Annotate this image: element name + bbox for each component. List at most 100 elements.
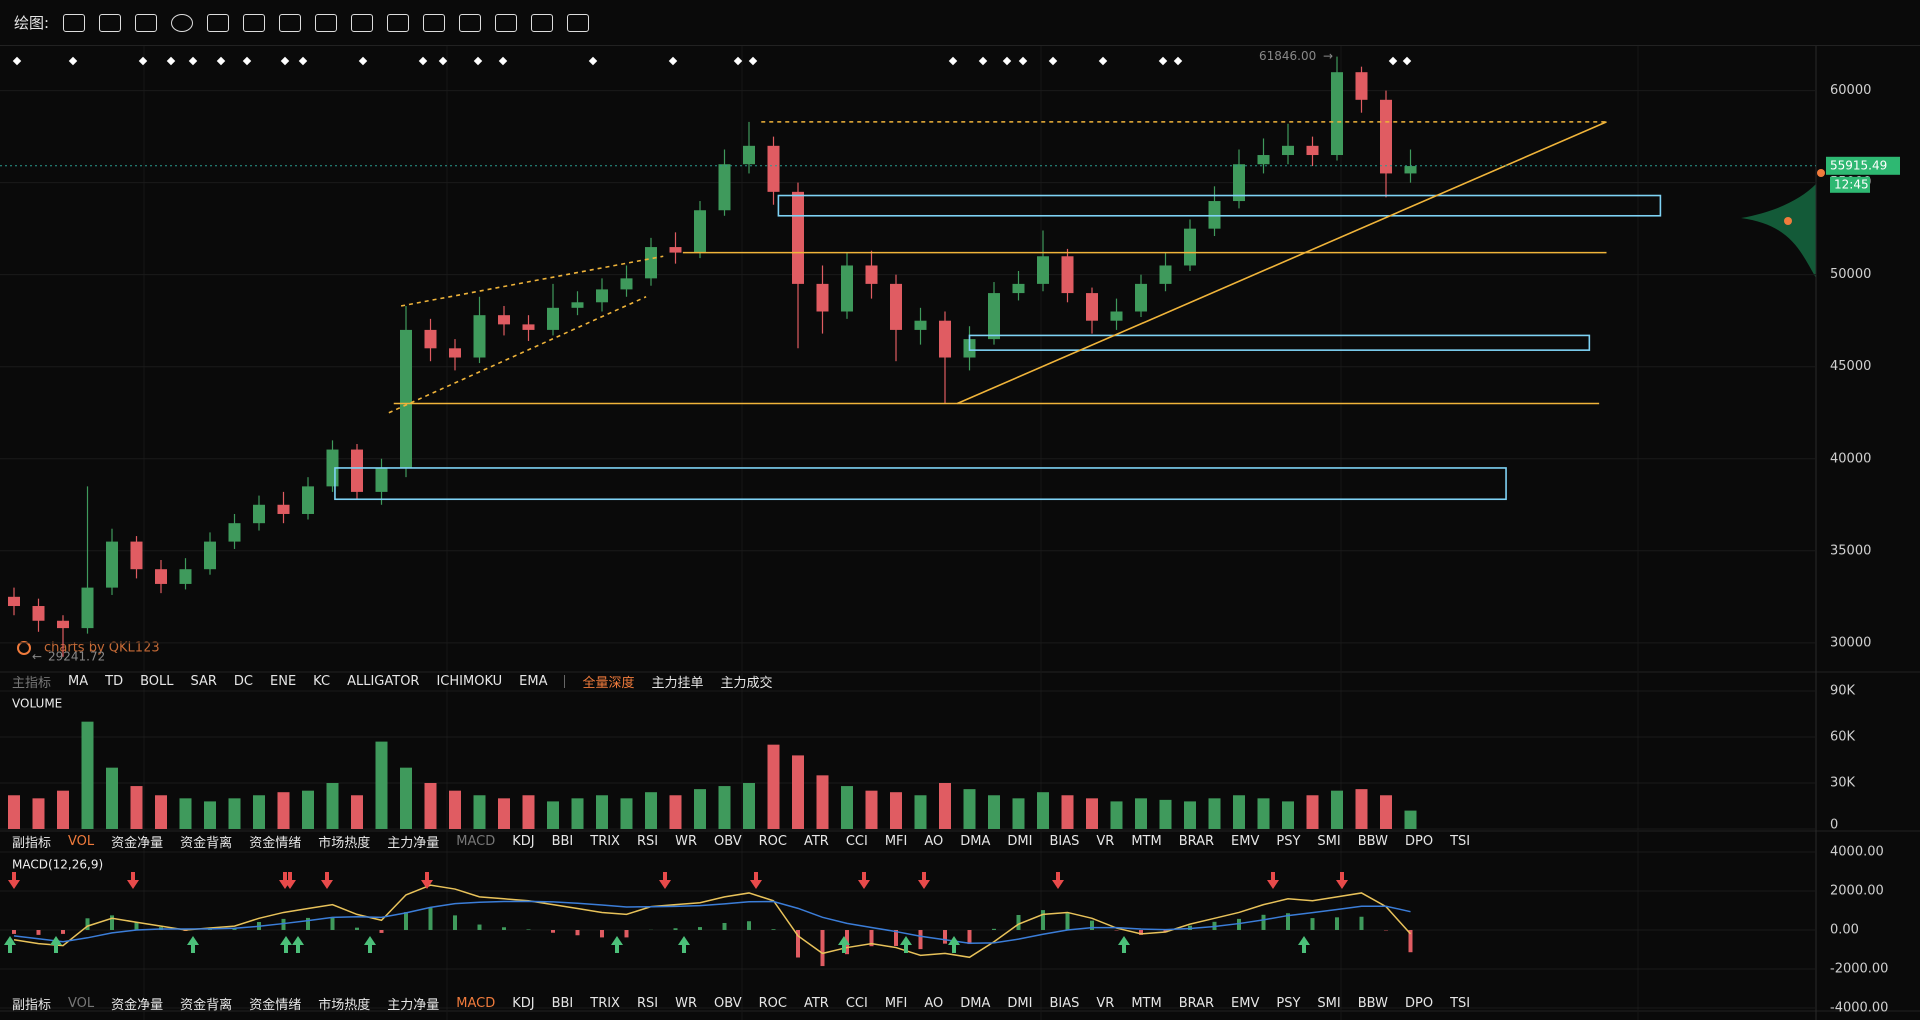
tool-delete[interactable]	[531, 13, 554, 32]
indicator-tab[interactable]: MFI	[884, 995, 908, 1011]
indicator-tab[interactable]: 主指标	[12, 675, 52, 691]
indicator-tab[interactable]: ATR	[803, 995, 829, 1011]
tool-pen[interactable]	[99, 13, 122, 32]
indicator-tab[interactable]: 主力净量	[387, 835, 440, 851]
indicator-tab[interactable]: 资金情绪	[249, 835, 302, 851]
tool-hist[interactable]	[495, 13, 518, 32]
indicator-tab[interactable]: WR	[675, 833, 697, 849]
zone-box	[777, 194, 1662, 217]
indicator-tab[interactable]: 全量深度	[582, 675, 635, 691]
indicator-tab[interactable]: 资金背离	[180, 835, 233, 851]
indicator-tab[interactable]: 主力成交	[720, 675, 773, 691]
indicator-tab[interactable]: ENE	[270, 673, 297, 689]
indicator-tab[interactable]: DMI	[1007, 995, 1033, 1011]
candle-body	[718, 164, 731, 211]
indicator-tab[interactable]: 市场热度	[318, 835, 371, 851]
tool-edit[interactable]	[567, 13, 590, 32]
indicator-tab[interactable]: KDJ	[512, 995, 535, 1011]
indicator-tab[interactable]: MACD	[456, 995, 496, 1011]
indicator-tab[interactable]: RSI	[636, 995, 659, 1011]
indicator-tab[interactable]: DPO	[1404, 995, 1434, 1011]
indicator-tab[interactable]: 主力净量	[387, 997, 440, 1013]
indicator-tab[interactable]: MTM	[1131, 995, 1162, 1011]
indicator-tab[interactable]: ROC	[758, 833, 787, 849]
tool-fib[interactable]	[279, 13, 302, 32]
indicator-tab[interactable]: BBW	[1357, 833, 1388, 849]
indicator-tab[interactable]: BIAS	[1049, 995, 1080, 1011]
indicator-tab[interactable]: 副指标	[12, 997, 52, 1013]
indicator-tab[interactable]: ROC	[758, 995, 787, 1011]
indicator-tab[interactable]: SAR	[190, 673, 217, 689]
tool-circle[interactable]	[171, 13, 194, 32]
countdown-label: 12:45	[1834, 177, 1869, 191]
volume-bar	[1306, 795, 1319, 829]
indicator-tab[interactable]: 资金净量	[111, 997, 164, 1013]
indicator-tab[interactable]: BBI	[551, 833, 574, 849]
tool-shape[interactable]	[243, 13, 266, 32]
indicator-tab[interactable]: TRIX	[590, 833, 620, 849]
tool-rect[interactable]	[135, 13, 158, 32]
tool-line[interactable]	[63, 13, 86, 32]
tool-bars[interactable]	[423, 13, 446, 32]
indicator-tab[interactable]: DMA	[960, 833, 991, 849]
indicator-tab[interactable]: OBV	[713, 833, 742, 849]
signal-arrow	[4, 936, 16, 953]
indicator-tab[interactable]: DC	[233, 673, 254, 689]
indicator-tab[interactable]: MA	[68, 673, 89, 689]
tool-chart[interactable]	[459, 13, 482, 32]
indicator-tab[interactable]: CCI	[845, 995, 868, 1011]
indicator-tab[interactable]: BIAS	[1049, 833, 1080, 849]
indicator-tab[interactable]: PSY	[1276, 833, 1301, 849]
indicator-tab[interactable]: EMV	[1231, 833, 1260, 849]
indicator-tab[interactable]: BBI	[551, 995, 574, 1011]
signal-arrow	[659, 872, 671, 889]
indicator-tab[interactable]: DMI	[1007, 833, 1033, 849]
indicator-tab[interactable]: 资金净量	[111, 835, 164, 851]
indicator-tab[interactable]: 资金背离	[180, 997, 233, 1013]
tool-arrow[interactable]	[315, 13, 338, 32]
macd-histogram	[624, 930, 629, 938]
tool-pattern[interactable]	[207, 13, 230, 32]
indicator-tab[interactable]: BRAR	[1178, 833, 1215, 849]
indicator-tab[interactable]: MFI	[884, 833, 908, 849]
indicator-tab[interactable]: BRAR	[1178, 995, 1215, 1011]
indicator-tab[interactable]: VOL	[68, 833, 95, 849]
indicator-tab[interactable]: TSI	[1450, 995, 1471, 1011]
indicator-tab[interactable]: CCI	[845, 833, 868, 849]
candle-body	[694, 210, 706, 253]
indicator-tab[interactable]: WR	[675, 995, 697, 1011]
macd-histogram	[36, 930, 41, 935]
indicator-tab[interactable]: 副指标	[12, 835, 52, 851]
indicator-tab[interactable]: 主力挂单	[651, 675, 704, 691]
indicator-tab[interactable]: AO	[924, 995, 944, 1011]
indicator-tab[interactable]: TD	[105, 673, 124, 689]
indicator-tab[interactable]: VR	[1096, 833, 1115, 849]
indicator-tab[interactable]: 资金情绪	[249, 997, 302, 1013]
tool-note[interactable]	[387, 13, 410, 32]
indicator-tab[interactable]: ATR	[803, 833, 829, 849]
indicator-tab[interactable]: ICHIMOKU	[436, 673, 503, 689]
indicator-tab[interactable]: EMV	[1231, 995, 1260, 1011]
indicator-tab[interactable]: VOL	[68, 995, 95, 1011]
indicator-tab[interactable]: KC	[313, 673, 331, 689]
tool-measure[interactable]	[351, 13, 374, 32]
indicator-tab[interactable]: VR	[1096, 995, 1115, 1011]
indicator-tab[interactable]: MACD	[456, 833, 496, 849]
indicator-tab[interactable]: PSY	[1276, 995, 1301, 1011]
indicator-tab[interactable]: EMA	[519, 673, 548, 689]
indicator-tab[interactable]: SMI	[1317, 833, 1341, 849]
indicator-tab[interactable]: ALLIGATOR	[347, 673, 420, 689]
indicator-tab[interactable]: OBV	[713, 995, 742, 1011]
indicator-tab[interactable]: DMA	[960, 995, 991, 1011]
indicator-tab[interactable]: KDJ	[512, 833, 535, 849]
indicator-tab[interactable]: TRIX	[590, 995, 620, 1011]
indicator-tab[interactable]: 市场热度	[318, 997, 371, 1013]
indicator-tab[interactable]: TSI	[1450, 833, 1471, 849]
indicator-tab[interactable]: SMI	[1317, 995, 1341, 1011]
indicator-tab[interactable]: BBW	[1357, 995, 1388, 1011]
indicator-tab[interactable]: DPO	[1404, 833, 1434, 849]
indicator-tab[interactable]: BOLL	[140, 673, 174, 689]
indicator-tab[interactable]: RSI	[636, 833, 659, 849]
indicator-tab[interactable]: MTM	[1131, 833, 1162, 849]
indicator-tab[interactable]: AO	[924, 833, 944, 849]
